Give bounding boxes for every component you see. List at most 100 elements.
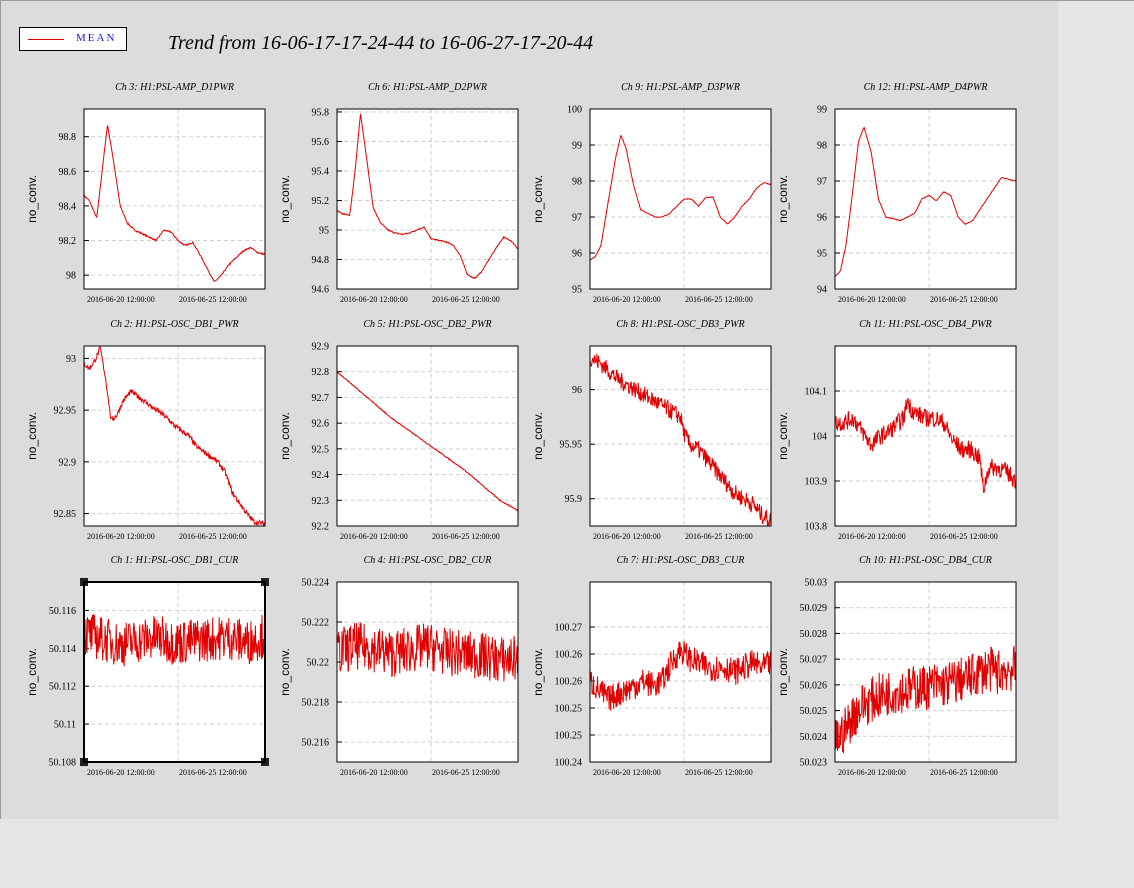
y-tick-label: 95.6 [312, 137, 330, 148]
chart-panel-8: Ch 11: H1:PSL-OSC_DB4_PWR 103.8 103.9 104 10… [776, 319, 1017, 541]
y-tick-label: 96 [572, 385, 582, 396]
x-tick-label: 2016-06-20 12:00:00 [340, 295, 408, 304]
series-line [835, 645, 1016, 754]
x-tick-label: 2016-06-20 12:00:00 [838, 295, 906, 304]
y-axis-label: no_conv. [25, 175, 39, 223]
series-line [835, 126, 1016, 277]
series-line [84, 346, 265, 526]
plot-frame [589, 108, 772, 290]
y-axis-label: no_conv. [531, 175, 545, 223]
y-tick-label: 50.108 [49, 758, 77, 769]
x-tick-label: 2016-06-25 12:00:00 [685, 295, 753, 304]
y-tick-label: 97 [817, 177, 827, 188]
x-tick-label: 2016-06-25 12:00:00 [685, 768, 753, 777]
y-tick-label: 50.22 [307, 658, 330, 669]
x-tick-label: 2016-06-25 12:00:00 [930, 295, 998, 304]
y-tick-label: 98.6 [59, 167, 77, 178]
plot-area [337, 582, 518, 762]
chart-title: Ch 2: H1:PSL-OSC_DB1_PWR [110, 319, 238, 330]
plot-frame [336, 345, 519, 527]
y-tick-label: 50.03 [805, 578, 828, 589]
y-tick-label: 95.95 [560, 440, 583, 451]
y-tick-label: 95.8 [312, 107, 330, 118]
y-tick-label: 100.24 [555, 758, 583, 769]
x-tick-label: 2016-06-25 12:00:00 [179, 532, 247, 541]
plot-area [835, 346, 1016, 526]
x-tick-label: 2016-06-25 12:00:00 [432, 768, 500, 777]
y-axis-label: no_conv. [776, 175, 790, 223]
y-tick-label: 50.222 [302, 618, 330, 629]
y-tick-label: 95.2 [312, 196, 330, 207]
y-tick-label: 103.9 [805, 477, 828, 488]
y-axis-label: no_conv. [25, 648, 39, 696]
y-axis-label: no_conv. [278, 175, 292, 223]
series-line [590, 134, 771, 261]
y-tick-label: 98 [572, 177, 582, 188]
plot-frame [83, 345, 266, 527]
y-tick-label: 98 [817, 141, 827, 152]
y-tick-label: 104 [812, 432, 827, 443]
y-tick-label: 96 [572, 249, 582, 260]
y-tick-label: 92.3 [312, 496, 330, 507]
chart-title: Ch 10: H1:PSL-OSC_DB4_CUR [859, 555, 992, 566]
y-tick-label: 98 [66, 271, 76, 282]
y-axis-label: no_conv. [776, 648, 790, 696]
y-tick-label: 95.9 [565, 494, 583, 505]
x-tick-label: 2016-06-20 12:00:00 [593, 768, 661, 777]
x-tick-label: 2016-06-25 12:00:00 [685, 532, 753, 541]
series-line [84, 613, 265, 667]
y-tick-label: 92.7 [312, 393, 330, 404]
y-tick-label: 92.6 [312, 419, 330, 430]
x-tick-label: 2016-06-20 12:00:00 [340, 532, 408, 541]
plot-area [590, 109, 771, 289]
chart-title: Ch 9: H1:PSL-AMP_D3PWR [621, 82, 740, 93]
y-tick-label: 95 [572, 285, 582, 296]
y-tick-label: 50.028 [800, 629, 828, 640]
chart-panel-10: Ch 4: H1:PSL-OSC_DB2_CUR 50.216 50.218 50.2… [278, 555, 519, 777]
window-border [1057, 0, 1134, 1]
y-tick-label: 95.4 [312, 166, 330, 177]
y-tick-label: 92.5 [312, 444, 330, 455]
plot-frame [589, 581, 772, 763]
x-tick-label: 2016-06-20 12:00:00 [838, 532, 906, 541]
y-axis-label: no_conv. [531, 648, 545, 696]
series-line [835, 398, 1016, 494]
plot-area [835, 109, 1016, 289]
plot-frame [834, 345, 1017, 527]
x-tick-label: 2016-06-20 12:00:00 [593, 532, 661, 541]
y-tick-label: 92.9 [59, 457, 77, 468]
series-line [590, 640, 771, 711]
y-tick-label: 92.2 [312, 522, 330, 533]
plot-area [835, 582, 1016, 762]
plot-frame [336, 108, 519, 290]
plot-area [337, 109, 518, 289]
chart-panel-5: Ch 2: H1:PSL-OSC_DB1_PWR 92.85 92.9 92.95 93… [25, 319, 266, 541]
series-line [590, 353, 771, 526]
y-tick-label: 100.26 [555, 650, 583, 661]
chart-title: Ch 5: H1:PSL-OSC_DB2_PWR [363, 319, 491, 330]
x-tick-label: 2016-06-20 12:00:00 [340, 768, 408, 777]
y-tick-label: 92.4 [312, 470, 330, 481]
plot-area [84, 346, 265, 526]
plot-area [84, 582, 265, 762]
series-line [337, 371, 518, 512]
x-tick-label: 2016-06-25 12:00:00 [179, 295, 247, 304]
y-tick-label: 99 [817, 105, 827, 116]
series-line [337, 113, 518, 280]
legend-swatch [28, 39, 64, 40]
legend: MEAN [19, 27, 127, 51]
plot-area [337, 346, 518, 526]
y-tick-label: 50.029 [800, 603, 828, 614]
chart-title: Ch 11: H1:PSL-OSC_DB4_PWR [859, 319, 992, 330]
x-tick-label: 2016-06-25 12:00:00 [179, 768, 247, 777]
plot-frame [834, 581, 1017, 763]
chart-title: Ch 8: H1:PSL-OSC_DB3_PWR [616, 319, 744, 330]
y-tick-label: 100.26 [555, 677, 583, 688]
chart-title: Ch 3: H1:PSL-AMP_D1PWR [115, 82, 234, 93]
y-tick-label: 50.218 [302, 698, 330, 709]
y-tick-label: 94 [817, 285, 827, 296]
series-line [337, 622, 518, 682]
y-tick-label: 50.025 [800, 706, 828, 717]
y-tick-label: 99 [572, 141, 582, 152]
y-tick-label: 92.9 [312, 342, 330, 353]
